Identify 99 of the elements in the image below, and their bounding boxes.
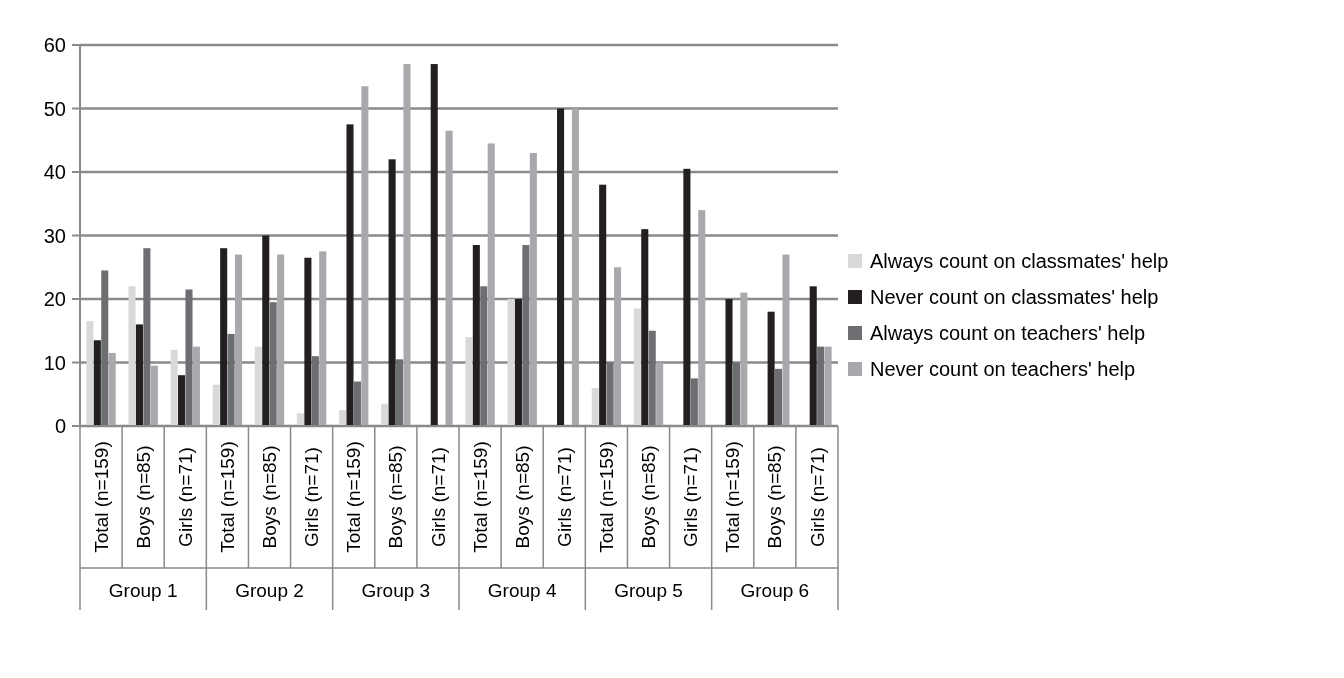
bar bbox=[430, 64, 438, 426]
bar bbox=[514, 299, 522, 426]
bar bbox=[767, 311, 775, 426]
x-tick-label: Boys (n=85) bbox=[638, 445, 660, 549]
bar bbox=[220, 248, 228, 426]
y-tick-label: 0 bbox=[54, 415, 66, 437]
bar bbox=[472, 245, 480, 426]
y-tick-label: 50 bbox=[43, 97, 66, 120]
y-tick-label: 10 bbox=[43, 351, 66, 374]
bar bbox=[557, 108, 565, 426]
bar bbox=[465, 337, 473, 426]
legend-label: Always count on teachers' help bbox=[870, 322, 1146, 344]
bar bbox=[487, 143, 495, 426]
x-tick-label: Boys (n=85) bbox=[511, 445, 533, 549]
bar bbox=[304, 257, 312, 426]
bar bbox=[86, 321, 94, 426]
text: Group 3 bbox=[361, 579, 431, 601]
bar bbox=[683, 168, 691, 426]
bar bbox=[227, 333, 235, 426]
x-tick-label: Boys (n=85) bbox=[132, 445, 154, 549]
y-tick-label: 20 bbox=[43, 288, 66, 310]
y-tick-label: 30 bbox=[43, 224, 66, 247]
x-tick-label: Girls (n=71) bbox=[427, 447, 449, 547]
bar bbox=[381, 403, 389, 426]
x-tick-label: Total (n=159) bbox=[90, 441, 112, 553]
x-tick-label: Girls (n=71) bbox=[301, 447, 323, 547]
bar bbox=[633, 308, 641, 426]
x-tick-label: Total (n=159) bbox=[469, 441, 491, 553]
bar bbox=[591, 387, 599, 426]
bar bbox=[277, 254, 285, 426]
bar bbox=[824, 346, 832, 426]
bar bbox=[319, 251, 327, 426]
x-tick-label: Total (n=159) bbox=[596, 441, 618, 553]
bar bbox=[311, 356, 319, 426]
text: Group 4 bbox=[487, 579, 557, 601]
bar bbox=[135, 324, 143, 426]
bar bbox=[346, 124, 354, 426]
bar bbox=[108, 352, 116, 426]
bar bbox=[128, 286, 136, 426]
bar bbox=[388, 159, 396, 426]
bar bbox=[403, 64, 411, 426]
bar bbox=[262, 235, 270, 426]
bar bbox=[235, 254, 243, 426]
y-tick-label: 60 bbox=[43, 34, 66, 56]
text: Group 2 bbox=[235, 579, 304, 601]
legend-label: Never count on classmates' help bbox=[870, 286, 1159, 308]
bar bbox=[480, 286, 488, 426]
bar bbox=[396, 359, 404, 426]
bar bbox=[269, 302, 277, 426]
bar bbox=[507, 299, 515, 426]
x-tick-label: Boys (n=85) bbox=[385, 445, 407, 549]
bar bbox=[150, 365, 158, 426]
x-tick-label: Total (n=159) bbox=[217, 441, 239, 553]
x-tick-label: Boys (n=85) bbox=[259, 445, 281, 549]
bar bbox=[641, 229, 649, 426]
x-tick-label: Girls (n=71) bbox=[553, 447, 575, 547]
text: Group 1 bbox=[108, 579, 178, 601]
bar bbox=[725, 299, 733, 426]
bar bbox=[192, 346, 200, 426]
x-tick-label: Boys (n=85) bbox=[764, 445, 786, 549]
bar bbox=[353, 381, 361, 426]
bar bbox=[817, 346, 825, 426]
x-tick-label: Girls (n=71) bbox=[174, 447, 196, 547]
bar bbox=[361, 86, 369, 426]
bar bbox=[296, 413, 304, 426]
bar bbox=[656, 362, 664, 426]
x-tick-label: Total (n=159) bbox=[722, 441, 744, 553]
legend-label: Never count on teachers' help bbox=[870, 358, 1136, 380]
bar bbox=[648, 330, 656, 426]
bar bbox=[775, 368, 783, 426]
y-tick-label: 40 bbox=[43, 161, 66, 183]
bar bbox=[732, 362, 740, 426]
x-tick-label: Total (n=159) bbox=[343, 441, 365, 553]
bar bbox=[529, 152, 537, 426]
bar bbox=[212, 384, 220, 426]
bar bbox=[170, 349, 178, 426]
bar bbox=[445, 130, 453, 426]
bar bbox=[809, 286, 817, 426]
text: Group 5 bbox=[614, 579, 683, 601]
bar bbox=[254, 346, 262, 426]
text: Group 6 bbox=[740, 579, 810, 601]
bar bbox=[740, 292, 748, 426]
bar bbox=[178, 375, 186, 426]
bar bbox=[599, 184, 607, 426]
bar bbox=[101, 270, 109, 426]
bar bbox=[690, 378, 698, 426]
x-tick-label: Girls (n=71) bbox=[806, 447, 828, 547]
bar bbox=[185, 289, 193, 426]
bar bbox=[93, 340, 101, 426]
bar bbox=[614, 267, 622, 426]
bar bbox=[143, 248, 151, 426]
x-tick-label: Girls (n=71) bbox=[680, 447, 702, 547]
bar bbox=[698, 210, 706, 426]
legend-label: Always count on classmates' help bbox=[870, 250, 1169, 272]
bar bbox=[782, 254, 790, 426]
bar bbox=[339, 410, 347, 426]
bar bbox=[571, 108, 579, 426]
bar bbox=[522, 245, 530, 426]
bar bbox=[606, 362, 614, 426]
